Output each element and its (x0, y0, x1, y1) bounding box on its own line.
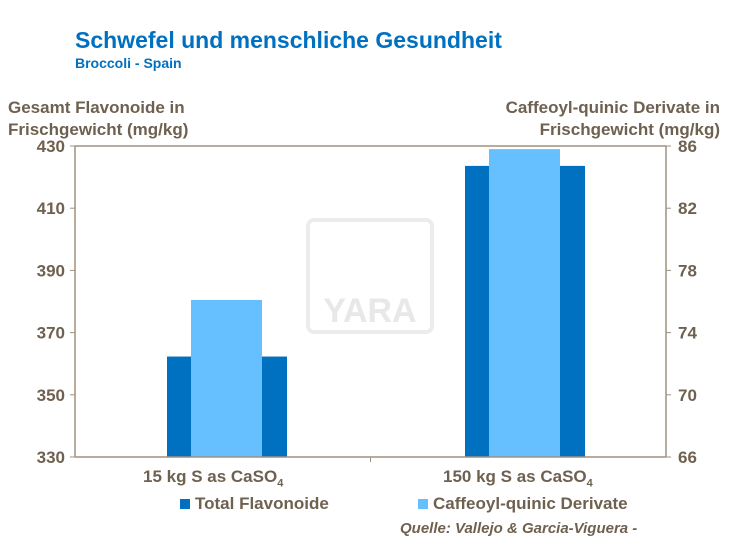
x-tick-label: 150 kg S as CaSO4 (443, 467, 593, 490)
bar-caffeoyl-quinic (489, 149, 560, 458)
y-tick-label: 370 (37, 324, 65, 343)
watermark-logo: YARA (323, 292, 416, 330)
legend-swatch (180, 499, 190, 509)
y2-tick-label: 86 (678, 137, 697, 156)
y2-axis-label-line: Caffeoyl-quinic Derivate in (505, 98, 720, 117)
source-note: Quelle: Vallejo & Garcia-Viguera - (400, 520, 638, 537)
y2-tick-label: 78 (678, 261, 697, 280)
y-tick-label: 430 (37, 137, 65, 156)
y-tick-label: 390 (37, 261, 65, 280)
y2-tick-label: 82 (678, 199, 697, 218)
y2-tick-label: 66 (678, 448, 697, 467)
y-tick-label: 330 (37, 448, 65, 467)
y2-tick-label: 70 (678, 386, 697, 405)
y-axis-label-line: Frischgewicht (mg/kg) (8, 120, 189, 139)
y2-axis-label-line: Frischgewicht (mg/kg) (539, 120, 720, 139)
y2-axis-label: Caffeoyl-quinic Derivate in Frischgewich… (506, 97, 720, 141)
x-tick-label: 15 kg S as CaSO4 (143, 467, 284, 490)
y-axis-label: Gesamt Flavonoide in Frischgewicht (mg/k… (8, 97, 188, 141)
legend-item-caffeoyl: Caffeoyl-quinic Derivate (418, 494, 628, 514)
bar-caffeoyl-quinic (191, 299, 262, 457)
y-tick-label: 410 (37, 199, 65, 218)
y2-tick-label: 74 (678, 324, 697, 343)
legend-swatch (418, 499, 428, 509)
y-tick-label: 350 (37, 386, 65, 405)
legend-item-total-flavonoide: Total Flavonoide (180, 494, 329, 514)
chart-title: Schwefel und menschliche Gesundheit (75, 27, 502, 53)
y-axis-label-line: Gesamt Flavonoide in (8, 98, 185, 117)
watermark-frame (306, 218, 434, 334)
chart-subtitle: Broccoli - Spain (75, 55, 182, 71)
